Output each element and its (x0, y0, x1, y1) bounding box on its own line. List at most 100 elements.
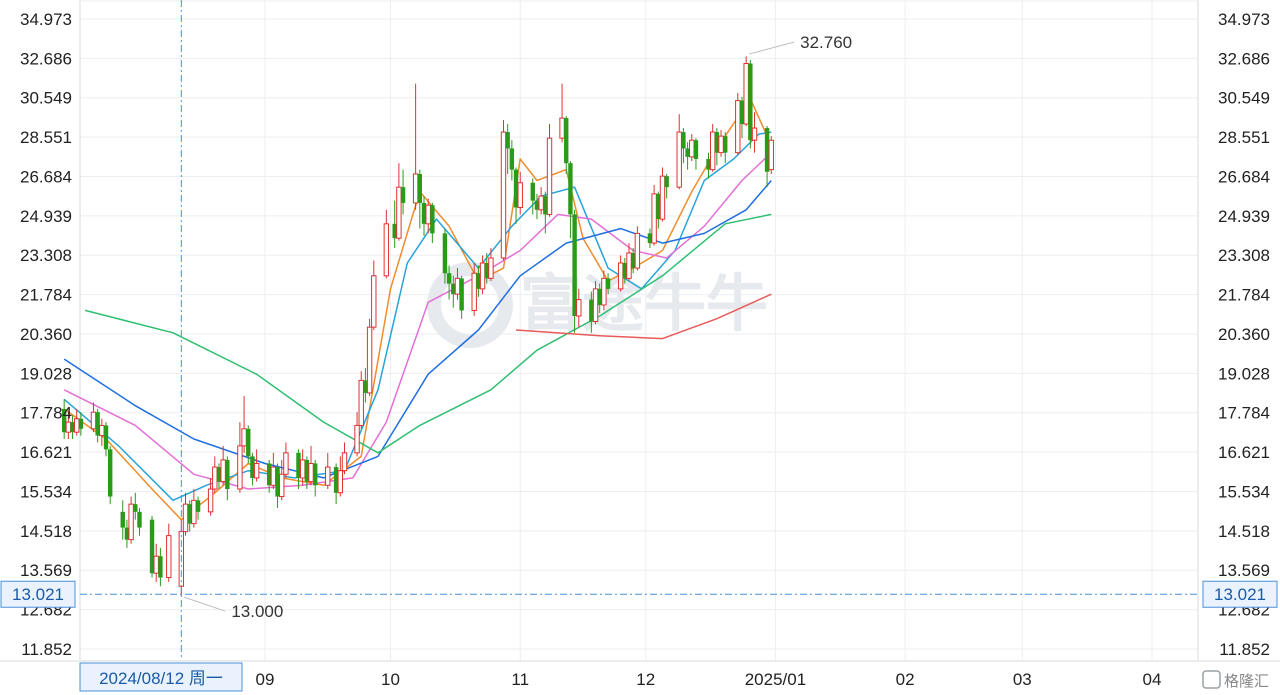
candle-body (559, 117, 565, 139)
candle (659, 167, 666, 222)
candle-body (220, 459, 226, 483)
candle-body (617, 262, 624, 290)
candle-body (237, 445, 243, 490)
y-tick-label-right: 17.784 (1218, 404, 1270, 423)
candle-body (366, 326, 373, 394)
candle (90, 402, 97, 433)
candle (124, 519, 130, 548)
y-tick-label-left: 34.973 (20, 10, 72, 29)
y-tick-label-right: 32.686 (1218, 49, 1270, 68)
candle (246, 425, 251, 464)
candle-body (191, 499, 197, 525)
candle (509, 140, 515, 181)
candle (225, 456, 230, 501)
candle-body (137, 511, 142, 528)
candle (735, 92, 741, 155)
candle-body (592, 288, 599, 323)
candle (296, 449, 301, 490)
candle (153, 543, 159, 582)
candle-body (279, 473, 285, 498)
candle (137, 507, 142, 536)
candle-body (718, 135, 724, 154)
candle (564, 116, 569, 174)
candle (689, 134, 695, 162)
candle (572, 209, 577, 333)
x-tick-label: 09 (256, 670, 275, 689)
candle-body (479, 262, 486, 290)
candle (743, 56, 749, 127)
candle (133, 492, 138, 520)
brand-logo-text: 格隆汇 (1224, 672, 1269, 690)
high-annotation: 32.760 (800, 33, 852, 52)
candle-body (442, 233, 448, 274)
candle-body (651, 193, 657, 244)
y-tick-label-left: 16.621 (20, 443, 72, 462)
candle (128, 496, 134, 544)
candle (530, 178, 535, 215)
candle-body (95, 412, 100, 436)
candle-body (476, 273, 481, 289)
candle-body (538, 195, 544, 211)
candle-body (572, 214, 577, 316)
candle-body (568, 163, 573, 215)
y-tick-label-right: 21.784 (1218, 286, 1270, 305)
candle-body (626, 252, 632, 279)
candle (442, 228, 448, 284)
candle (622, 257, 628, 284)
candle (325, 452, 331, 490)
candle-body (354, 424, 360, 454)
candle-body (488, 257, 494, 279)
candles (61, 56, 774, 596)
candle (195, 496, 201, 520)
candle-body (471, 272, 477, 311)
candle (546, 124, 553, 217)
y-tick-label-right: 19.028 (1218, 364, 1270, 383)
candle-body (337, 470, 344, 494)
candle (601, 270, 607, 311)
candle (709, 124, 716, 172)
candle (630, 248, 636, 274)
candle-body (396, 186, 402, 239)
candle (768, 136, 774, 174)
y-tick-label-right: 16.621 (1218, 443, 1270, 462)
candle (538, 187, 544, 215)
candle (396, 163, 402, 241)
candle-body (120, 511, 125, 528)
y-axis-left: 34.973 32.686 30.549 28.551 26.684 24.939 23.3… (20, 10, 72, 659)
candle-body (764, 128, 770, 172)
candle-body (325, 466, 331, 486)
brand-logo: 格隆汇 (1199, 668, 1278, 692)
candle-body (341, 452, 348, 472)
candle-body (212, 466, 218, 490)
candle (99, 418, 105, 446)
candle (61, 399, 67, 439)
candle (78, 412, 84, 436)
candle-body (659, 175, 666, 220)
candle (446, 265, 452, 300)
candle-body (505, 132, 510, 149)
ma-line-4 (63, 180, 772, 479)
candle (417, 169, 423, 229)
candle-body (283, 452, 289, 475)
candle-body (647, 233, 653, 244)
candle (500, 120, 507, 261)
candle-body (99, 424, 105, 437)
candle-body (589, 299, 594, 322)
candle (714, 128, 720, 166)
candle (266, 459, 272, 493)
candle-body (61, 408, 67, 433)
candle-body (676, 131, 682, 188)
candle (149, 515, 155, 578)
candle-body (634, 232, 641, 269)
candle (484, 252, 489, 284)
candle-body (430, 205, 435, 234)
candle-body (751, 127, 758, 141)
candle (253, 449, 260, 482)
candle (764, 126, 770, 188)
candle-body (605, 278, 611, 289)
ma-line-6 (515, 293, 772, 340)
candle (589, 291, 594, 333)
candle-body (207, 488, 214, 513)
candle-body (446, 273, 452, 284)
